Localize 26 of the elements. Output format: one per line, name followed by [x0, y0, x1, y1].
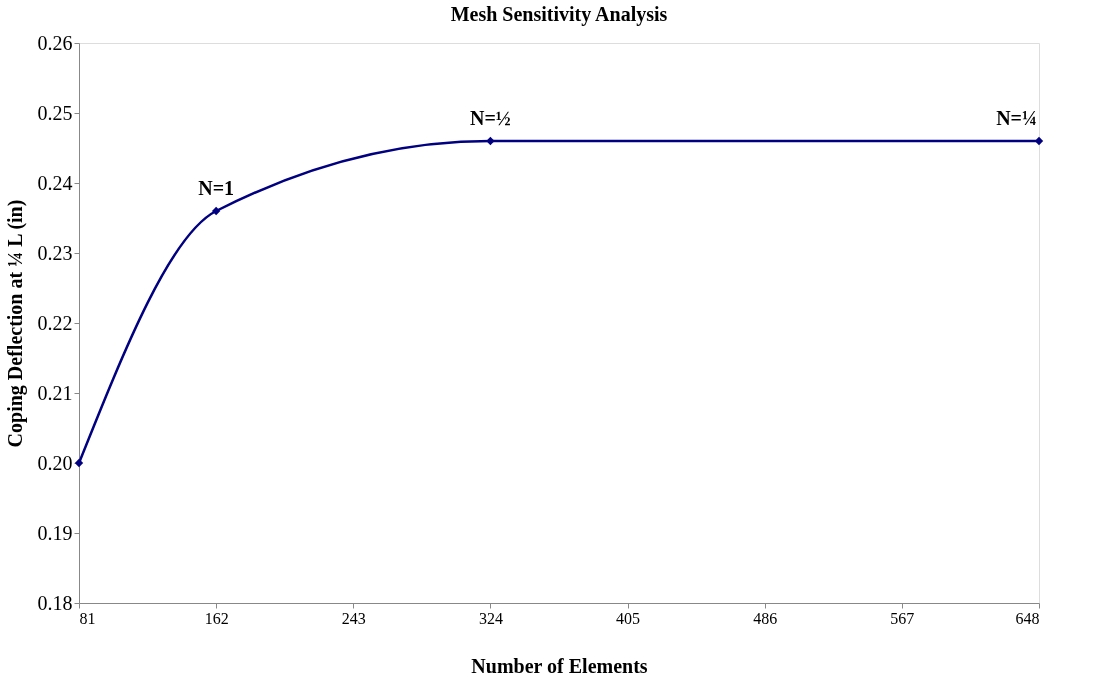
x-tick-label: 243 [341, 609, 366, 627]
x-tick-label: 81 [79, 609, 96, 627]
y-tick-label: 0.21 [37, 381, 73, 404]
y-axis-title: Coping Deflection at ¼ L (in) [3, 199, 27, 448]
point [486, 136, 495, 146]
point [74, 458, 84, 468]
annotation: N=½ [470, 107, 511, 129]
y-tick-label: 0.26 [37, 31, 73, 54]
x-tick-label: 405 [616, 609, 641, 627]
x-tick-label: 567 [890, 609, 915, 627]
chart-title: Mesh Sensitivity Analysis [450, 3, 668, 26]
annotation: N=¼ [996, 107, 1037, 129]
x-tick-label: 648 [1015, 609, 1040, 627]
y-tick-label: 0.25 [37, 101, 73, 124]
y-tick-label: 0.19 [37, 521, 73, 544]
y-tick-label: 0.23 [37, 241, 73, 264]
annotation: N=1 [198, 177, 235, 199]
y-tick-label: 0.24 [37, 171, 73, 194]
y-tick-label: 0.18 [37, 591, 73, 614]
point [211, 206, 221, 216]
x-tick-label: 324 [478, 609, 503, 627]
x-tick-label: 162 [204, 609, 229, 627]
y-tick-label: 0.20 [37, 451, 73, 474]
x-tick-label: 486 [753, 609, 778, 627]
x-axis-title: Number of Elements [471, 654, 648, 677]
y-tick-label: 0.22 [37, 311, 73, 334]
